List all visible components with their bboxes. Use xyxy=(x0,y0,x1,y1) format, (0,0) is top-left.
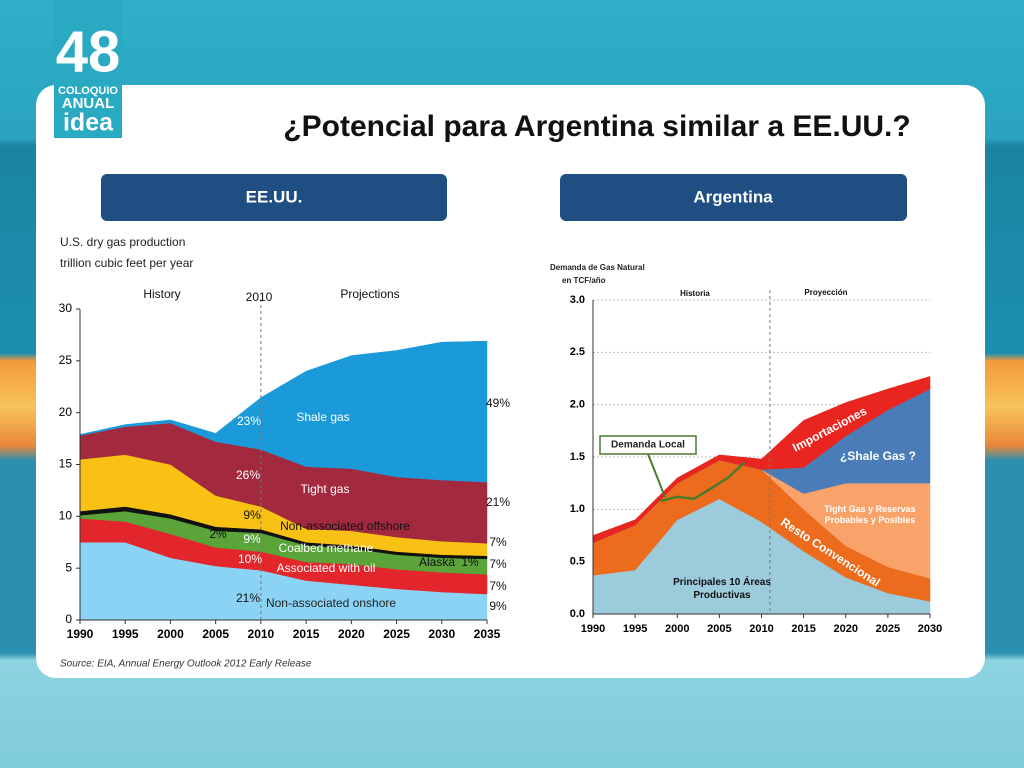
x-tick-label: 2010 xyxy=(248,627,275,641)
logo-text: ANUAL xyxy=(62,95,115,112)
panel-header xyxy=(560,174,907,221)
callout-arrow xyxy=(647,453,666,498)
y-tick-label: 0 xyxy=(65,612,72,626)
x-tick-label: 2000 xyxy=(665,623,689,635)
y-tick-label: 10 xyxy=(59,509,73,523)
logo-text: COLOQUIO xyxy=(58,85,118,97)
y-tick-label: 25 xyxy=(59,353,73,367)
x-tick-label: 2025 xyxy=(383,627,410,641)
annotation: Proyección xyxy=(804,288,847,297)
x-tick-label: 2010 xyxy=(749,623,773,635)
y-tick-label: 3.0 xyxy=(570,294,585,306)
series-label: Shale gas xyxy=(296,410,349,424)
y-tick-label: 2.0 xyxy=(570,399,585,411)
y-tick-label: 1.5 xyxy=(570,451,585,463)
y-tick-label: 30 xyxy=(59,301,73,315)
x-tick-label: 2005 xyxy=(707,623,731,635)
panel-header xyxy=(101,174,447,221)
chart-title: Demanda de Gas Natural xyxy=(550,263,645,272)
x-tick-label: 1990 xyxy=(581,623,605,635)
chart-title: U.S. dry gas production xyxy=(60,235,185,249)
series-label: Tight Gas y Reservas Probables y Posible… xyxy=(824,504,916,526)
panel-title: Argentina xyxy=(693,187,773,206)
chart-subtitle: trillion cubic feet per year xyxy=(60,256,193,270)
annotation: Historia xyxy=(680,289,710,298)
x-tick-label: 1995 xyxy=(623,623,647,635)
logo-text: idea xyxy=(63,109,114,137)
x-tick-label: 1995 xyxy=(112,627,139,641)
annotation: 7% xyxy=(489,579,507,593)
x-tick-label: 2000 xyxy=(157,627,184,641)
y-tick-label: 5 xyxy=(65,560,72,574)
line xyxy=(660,461,746,503)
x-tick-label: 2025 xyxy=(876,623,900,635)
x-tick-label: 2030 xyxy=(428,627,455,641)
annotation: 10% xyxy=(238,552,262,566)
x-tick-label: 2015 xyxy=(791,623,815,635)
series-label: Tight gas xyxy=(301,482,350,496)
x-tick-label: 2035 xyxy=(474,627,501,641)
panel-title: EE.UU. xyxy=(246,187,303,206)
x-tick-label: 2030 xyxy=(918,623,942,635)
logo-box xyxy=(54,0,122,138)
annotation: 1% xyxy=(461,555,479,569)
logo-number: 48 xyxy=(56,19,121,84)
x-tick-label: 2020 xyxy=(834,623,858,635)
y-tick-label: 0.5 xyxy=(570,556,585,568)
series-label: Principales 10 Áreas Productivas xyxy=(673,577,771,601)
x-tick-label: 2015 xyxy=(293,627,320,641)
annotation: 2010 xyxy=(246,290,273,304)
source: Source: EIA, Annual Energy Outlook 2012 … xyxy=(60,659,312,670)
chart-subtitle: en TCF/año xyxy=(562,276,606,285)
annotation: 7% xyxy=(489,557,507,571)
annotation: 21% xyxy=(236,591,260,605)
annotation: 9% xyxy=(243,508,261,522)
annotation: 2% xyxy=(209,527,227,541)
y-tick-label: 15 xyxy=(59,457,73,471)
series-label: Non-associated offshore xyxy=(280,519,410,533)
x-tick-label: 2005 xyxy=(202,627,229,641)
y-tick-label: 2.5 xyxy=(570,346,585,358)
slide-title: ¿Potencial para Argentina similar a EE.U… xyxy=(283,110,910,143)
series-label: Associated with oil xyxy=(277,561,376,575)
series-label: Coalbed methane xyxy=(279,541,374,555)
annotation: 9% xyxy=(243,532,261,546)
series-label: Alaska xyxy=(419,555,455,569)
annotation: 49% xyxy=(486,396,510,410)
area xyxy=(79,340,488,483)
annotation: 9% xyxy=(489,599,507,613)
callout-label: Demanda Local xyxy=(611,440,685,451)
series-label: ¿Shale Gas ? xyxy=(840,449,916,463)
annotation: 26% xyxy=(236,468,260,482)
y-tick-label: 1.0 xyxy=(570,503,585,515)
annotation: 7% xyxy=(489,535,507,549)
area xyxy=(592,376,931,544)
y-tick-label: 0.0 xyxy=(570,608,585,620)
x-tick-label: 1990 xyxy=(67,627,94,641)
annotation: History xyxy=(143,287,180,301)
x-tick-label: 2020 xyxy=(338,627,365,641)
annotation: 23% xyxy=(237,414,261,428)
annotation: 21% xyxy=(486,495,510,509)
callout-box xyxy=(599,435,697,455)
series-label: Non-associated onshore xyxy=(266,596,396,610)
annotation: Projections xyxy=(340,287,399,301)
y-tick-label: 20 xyxy=(59,405,73,419)
